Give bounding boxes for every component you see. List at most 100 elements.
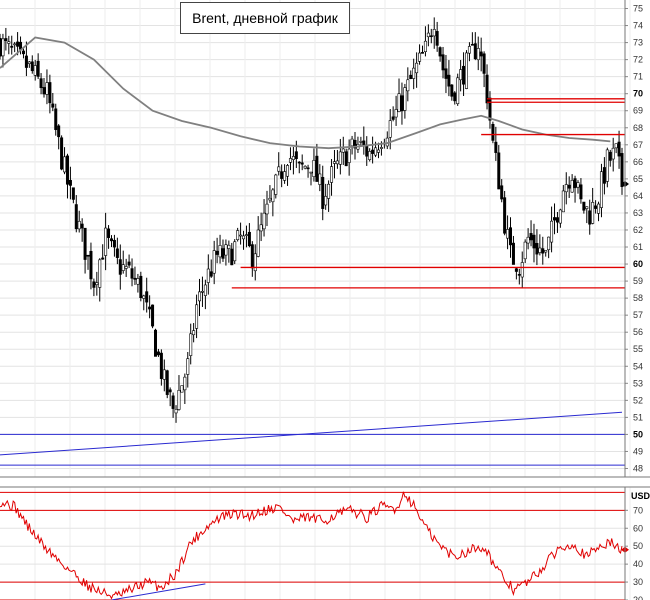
y-tick-label: 51 <box>633 412 643 422</box>
candle-body <box>297 161 301 164</box>
candle-body <box>230 248 234 266</box>
candle-body <box>374 147 378 156</box>
candle-body <box>400 95 404 112</box>
candle-body <box>397 93 401 112</box>
candle-body <box>271 189 275 203</box>
candle-body <box>112 239 116 248</box>
candle-body <box>133 277 137 280</box>
candle-body <box>324 196 328 206</box>
candle-body <box>13 43 17 46</box>
candle-body <box>130 268 134 279</box>
candle-body <box>409 74 413 79</box>
y-tick-label: 49 <box>633 446 643 456</box>
candle-body <box>506 229 510 239</box>
candle-body <box>80 223 84 229</box>
candle-body <box>4 38 8 42</box>
y-tick-label: 73 <box>633 38 643 48</box>
y-tick-label: 72 <box>633 55 643 65</box>
candle-body <box>148 306 152 310</box>
candle-body <box>115 248 119 258</box>
candle-body <box>256 229 260 257</box>
candle-body <box>579 184 583 200</box>
candle-body <box>1 38 5 57</box>
candle-body <box>68 180 72 186</box>
candle-body <box>268 197 272 201</box>
candle-body <box>124 266 128 269</box>
candle-body <box>83 227 87 260</box>
y-tick-label: 55 <box>633 344 643 354</box>
candle-body <box>341 148 345 153</box>
candle-body <box>529 233 533 241</box>
candle-body <box>221 248 225 259</box>
y-tick-label: 52 <box>633 395 643 405</box>
candle-body <box>423 40 427 52</box>
candle-body <box>500 185 504 200</box>
candle-body <box>394 109 398 118</box>
candle-body <box>514 268 518 272</box>
candle-body <box>33 65 37 76</box>
osc-tick-label: 40 <box>633 559 643 569</box>
candle-body <box>426 32 430 38</box>
candle-body <box>71 187 75 200</box>
y-tick-label: 70 <box>633 89 643 99</box>
candle-body <box>65 155 69 185</box>
candle-body <box>109 238 113 242</box>
candle-body <box>291 156 295 160</box>
candle-body <box>359 141 363 143</box>
candle-body <box>388 120 392 138</box>
candle-body <box>253 253 257 272</box>
candle-body <box>36 60 40 77</box>
candle-body <box>594 205 598 209</box>
candle-body <box>303 165 307 169</box>
candle-body <box>121 264 125 271</box>
candle-body <box>447 74 451 87</box>
candle-body <box>599 171 603 208</box>
y-tick-label: 71 <box>633 72 643 82</box>
candle-body <box>51 103 55 108</box>
osc-series-line <box>0 491 623 600</box>
candle-body <box>523 241 527 260</box>
candle-body <box>0 37 2 57</box>
candle-body <box>127 261 131 266</box>
y-tick-label: 68 <box>633 123 643 133</box>
candle-body <box>602 167 606 184</box>
candle-body <box>195 304 199 329</box>
candle-body <box>467 46 471 54</box>
candle-body <box>206 268 210 283</box>
price-plot-area <box>0 17 625 466</box>
candle-body <box>608 151 612 161</box>
candle-body <box>391 116 395 120</box>
y-tick-label: 65 <box>633 174 643 184</box>
candle-body <box>547 236 551 250</box>
candle-body <box>294 151 298 160</box>
osc-tick-label: 30 <box>633 577 643 587</box>
candle-body <box>573 178 577 189</box>
candle-body <box>415 62 419 74</box>
candle-body <box>57 125 61 138</box>
candle-body <box>347 148 351 163</box>
candle-body <box>491 123 495 141</box>
y-tick-label: 75 <box>633 4 643 14</box>
candle-body <box>27 61 31 64</box>
candle-body <box>139 275 143 299</box>
candle-body <box>280 171 284 179</box>
candle-body <box>535 243 539 255</box>
candle-body <box>212 250 216 274</box>
candle-body <box>479 51 483 57</box>
candle-body <box>550 220 554 243</box>
oscillator-plot-area <box>0 491 625 600</box>
candle-body <box>171 395 175 409</box>
candle-body <box>224 244 228 256</box>
candle-body <box>350 138 354 147</box>
candle-body <box>186 358 190 375</box>
candle-body <box>7 41 11 44</box>
candle-body <box>189 333 193 356</box>
candle-body <box>309 171 313 174</box>
candle-body <box>283 171 287 181</box>
candle-body <box>215 250 219 255</box>
candle-body <box>168 389 172 393</box>
candle-body <box>265 203 269 215</box>
candle-body <box>611 147 615 160</box>
candle-body <box>591 202 595 224</box>
